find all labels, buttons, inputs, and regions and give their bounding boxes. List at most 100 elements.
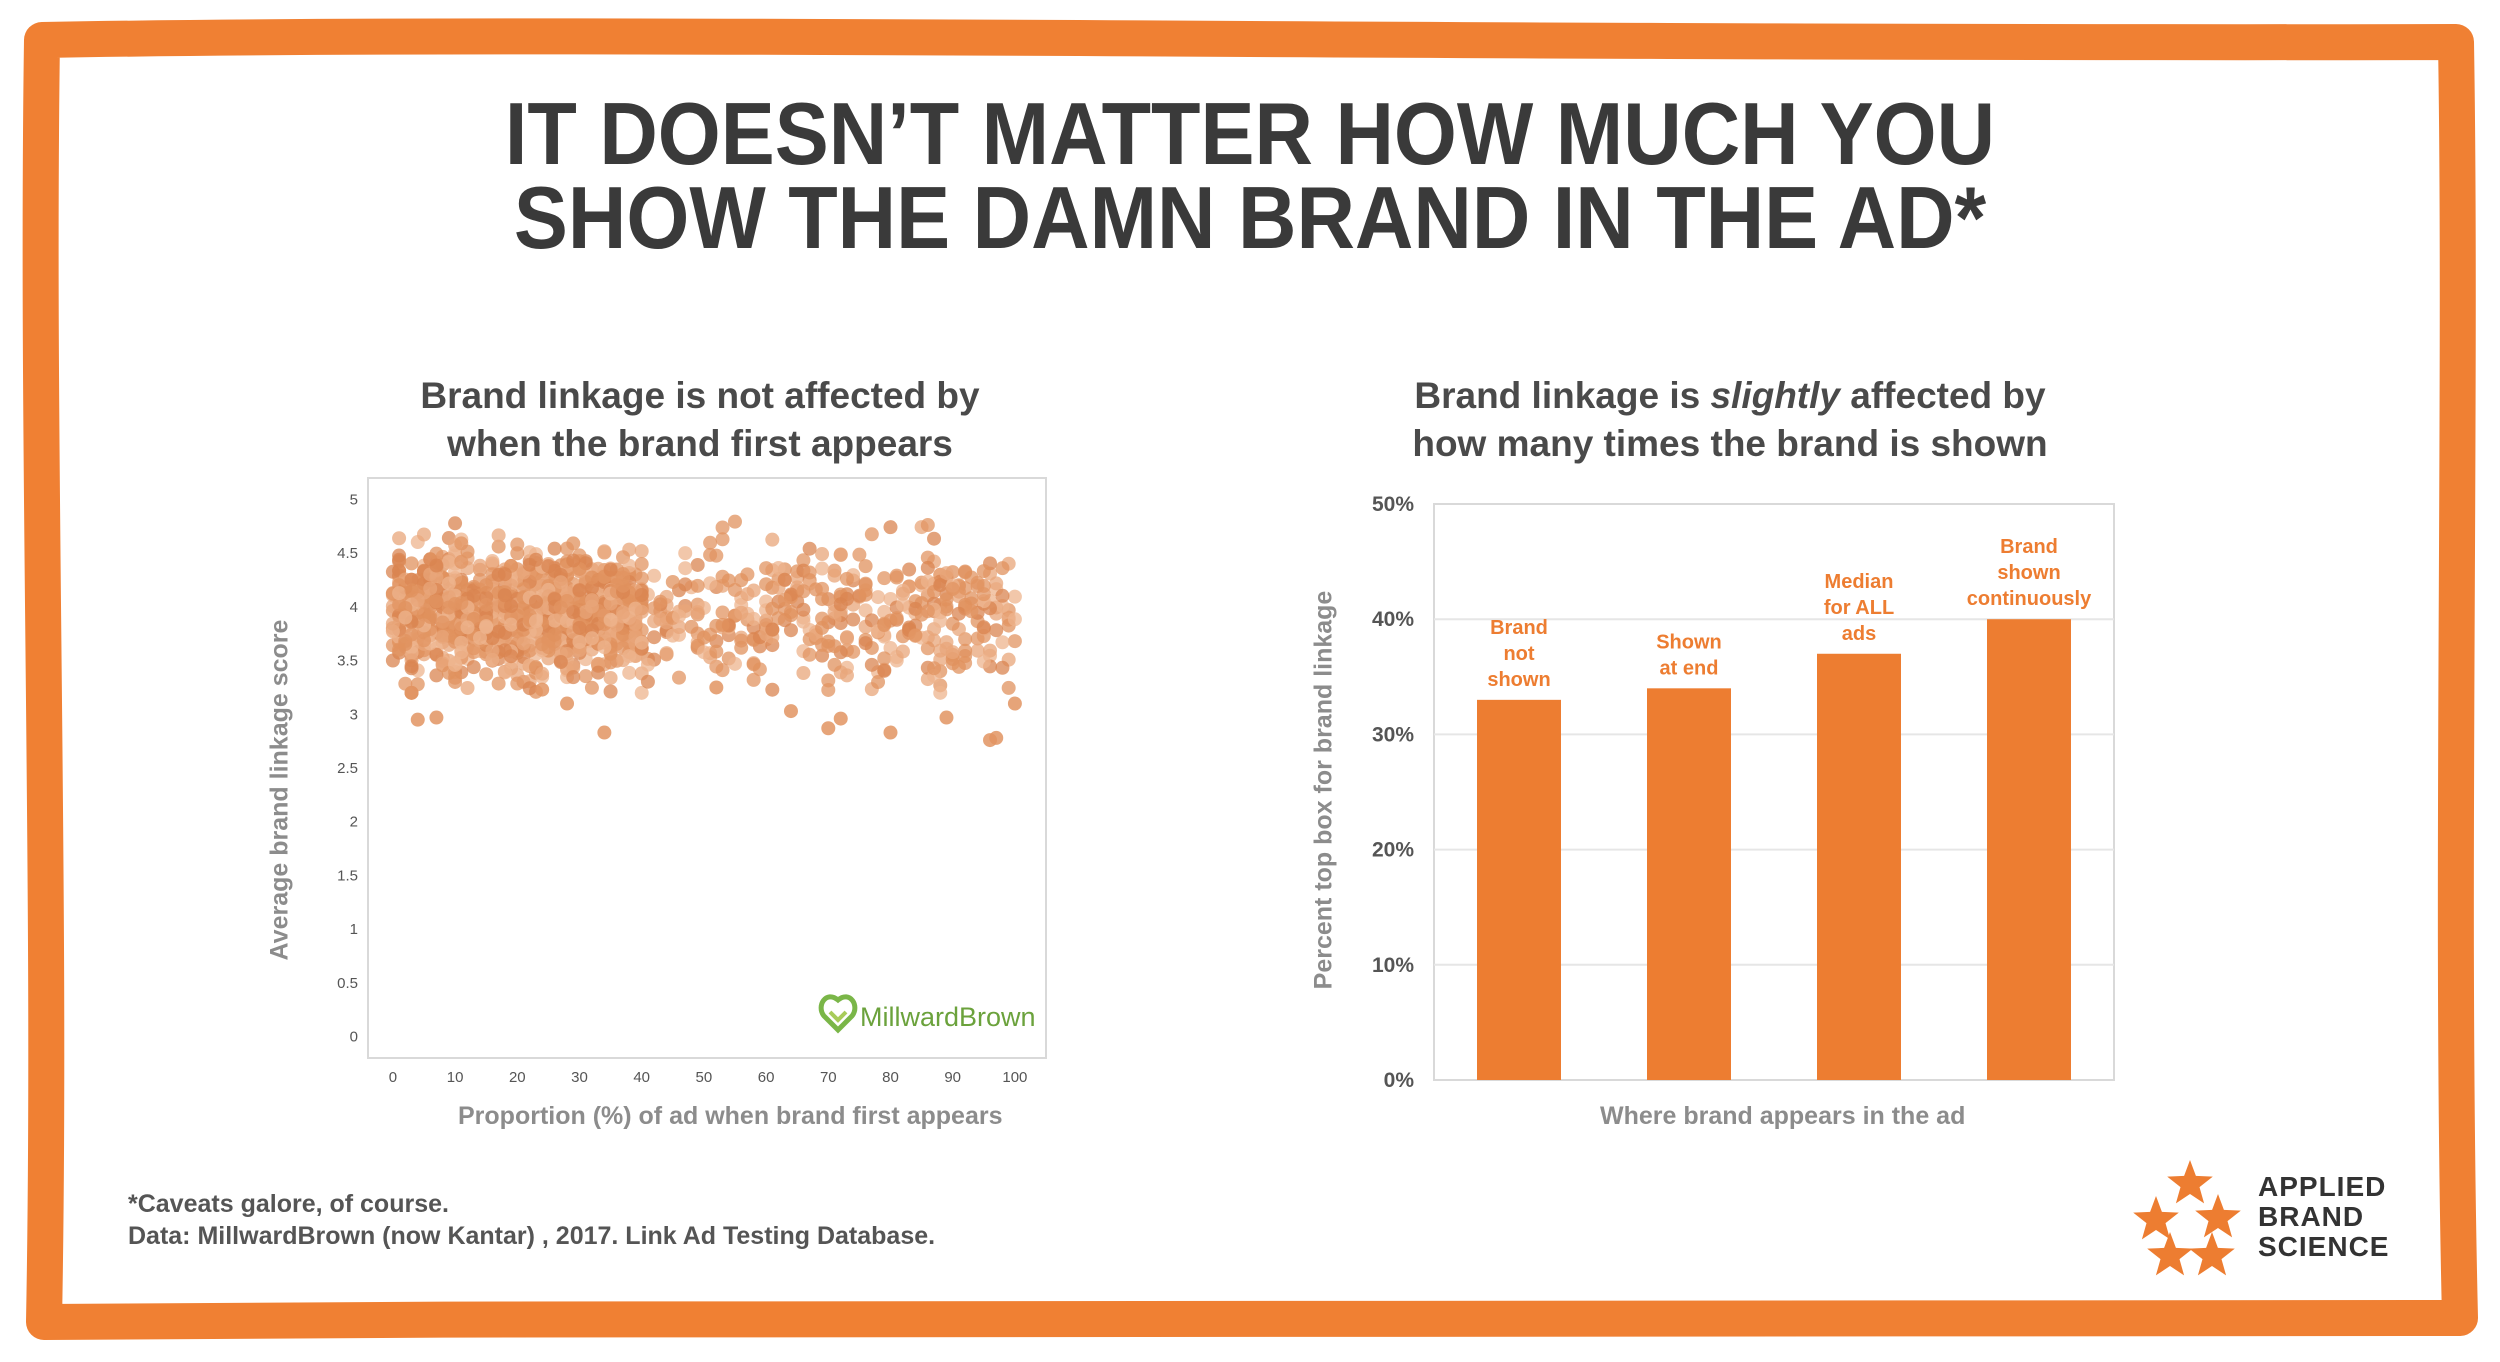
scatter-point bbox=[815, 547, 830, 562]
scatter-point bbox=[777, 592, 792, 607]
scatter-point bbox=[597, 640, 612, 655]
scatter-point bbox=[560, 593, 575, 608]
scatter-point bbox=[491, 528, 506, 543]
scatter-point bbox=[858, 636, 873, 651]
bar-data-label: not bbox=[1503, 643, 1534, 665]
scatter-point bbox=[678, 577, 693, 592]
scatter-point bbox=[920, 560, 935, 575]
scatter-point bbox=[510, 676, 525, 691]
scatter-point bbox=[404, 661, 419, 676]
scatter-point bbox=[560, 696, 575, 711]
scatter-point bbox=[634, 635, 649, 650]
scatter-point bbox=[833, 597, 848, 612]
scatter-point bbox=[976, 587, 991, 602]
scatter-point bbox=[634, 604, 649, 619]
scatter-point bbox=[989, 576, 1004, 591]
scatter-point bbox=[1007, 696, 1022, 711]
scatter-point bbox=[833, 547, 848, 562]
scatter-point bbox=[976, 654, 991, 669]
scatter-point bbox=[1007, 589, 1022, 604]
scatter-point bbox=[429, 668, 444, 683]
scatter-point bbox=[584, 680, 599, 695]
scatter-point bbox=[765, 682, 780, 697]
scatter-point bbox=[821, 634, 836, 649]
scatter-x-tick-label: 30 bbox=[571, 1069, 588, 1086]
scatter-point bbox=[634, 571, 649, 586]
bar-y-tick-label: 10% bbox=[1372, 954, 1414, 977]
scatter-point bbox=[423, 581, 438, 596]
scatter-point bbox=[454, 554, 469, 569]
star-shape bbox=[2195, 1194, 2241, 1238]
scatter-point bbox=[572, 634, 587, 649]
bar-data-label: for ALL bbox=[1824, 597, 1894, 619]
scatter-point bbox=[920, 641, 935, 656]
scatter-point bbox=[846, 612, 861, 627]
scatter-point bbox=[385, 653, 400, 668]
scatter-point bbox=[995, 599, 1010, 614]
scatter-point bbox=[864, 527, 879, 542]
scatter-point bbox=[871, 675, 886, 690]
scatter-point bbox=[889, 568, 904, 583]
right-chart-title: Brand linkage is slightly affected by ho… bbox=[1330, 372, 2130, 468]
scatter-point bbox=[435, 615, 450, 630]
scatter-point bbox=[572, 583, 587, 598]
scatter-point bbox=[690, 557, 705, 572]
scatter-point bbox=[690, 605, 705, 620]
bar bbox=[1817, 653, 1901, 1080]
scatter-point bbox=[939, 592, 954, 607]
bar-data-label: at end bbox=[1660, 657, 1719, 679]
left-chart-title-line-2: when the brand first appears bbox=[447, 423, 953, 464]
scatter-point bbox=[672, 619, 687, 634]
scatter-point bbox=[454, 635, 469, 650]
scatter-point bbox=[603, 612, 618, 627]
scatter-point bbox=[746, 657, 761, 672]
scatter-point bbox=[827, 568, 842, 583]
bar-y-axis-title: Percent top box for brand linkage bbox=[1309, 590, 1338, 990]
footer-caveat: *Caveats galore, of course. bbox=[128, 1190, 449, 1218]
scatter-point bbox=[448, 516, 463, 531]
scatter-point bbox=[802, 565, 817, 580]
scatter-point bbox=[958, 564, 973, 579]
scatter-point bbox=[715, 532, 730, 547]
scatter-point bbox=[989, 730, 1004, 745]
scatter-point bbox=[429, 710, 444, 725]
scatter-point bbox=[622, 649, 637, 664]
scatter-point bbox=[895, 644, 910, 659]
scatter-point bbox=[416, 527, 431, 542]
bar-data-label: ads bbox=[1842, 623, 1876, 645]
scatter-x-tick-label: 90 bbox=[944, 1069, 961, 1086]
scatter-point bbox=[920, 604, 935, 619]
scatter-point bbox=[404, 556, 419, 571]
scatter-point bbox=[634, 544, 649, 559]
scatter-point bbox=[497, 588, 512, 603]
scatter-point bbox=[970, 643, 985, 658]
scatter-point bbox=[877, 651, 892, 666]
scatter-point bbox=[485, 631, 500, 646]
scatter-point bbox=[927, 661, 942, 676]
scatter-point bbox=[796, 614, 811, 629]
scatter-x-tick-label: 50 bbox=[696, 1069, 713, 1086]
scatter-point bbox=[964, 604, 979, 619]
scatter-point bbox=[653, 594, 668, 609]
scatter-x-tick-label: 0 bbox=[389, 1069, 397, 1086]
scatter-point bbox=[858, 559, 873, 574]
scatter-point bbox=[504, 617, 519, 632]
scatter-point bbox=[429, 558, 444, 573]
scatter-point bbox=[920, 550, 935, 565]
scatter-point bbox=[634, 587, 649, 602]
scatter-point bbox=[385, 616, 400, 631]
left-chart-title-line-1: Brand linkage is not affected by bbox=[420, 375, 980, 416]
scatter-point bbox=[703, 576, 718, 591]
scatter-y-tick-label: 0 bbox=[350, 1029, 358, 1046]
scatter-point bbox=[441, 576, 456, 591]
logo-line-3: SCIENCE bbox=[2258, 1231, 2390, 1262]
bar-data-labels: Brand not shown Shown at end Median for ALL ads… bbox=[1487, 536, 2092, 691]
scatter-point bbox=[454, 576, 469, 591]
scatter-point bbox=[846, 644, 861, 659]
scatter-point bbox=[983, 643, 998, 658]
scatter-point bbox=[584, 631, 599, 646]
scatter-point bbox=[715, 520, 730, 535]
scatter-point bbox=[815, 561, 830, 576]
scatter-point bbox=[989, 623, 1004, 638]
scatter-y-tick-label: 2.5 bbox=[337, 760, 358, 777]
